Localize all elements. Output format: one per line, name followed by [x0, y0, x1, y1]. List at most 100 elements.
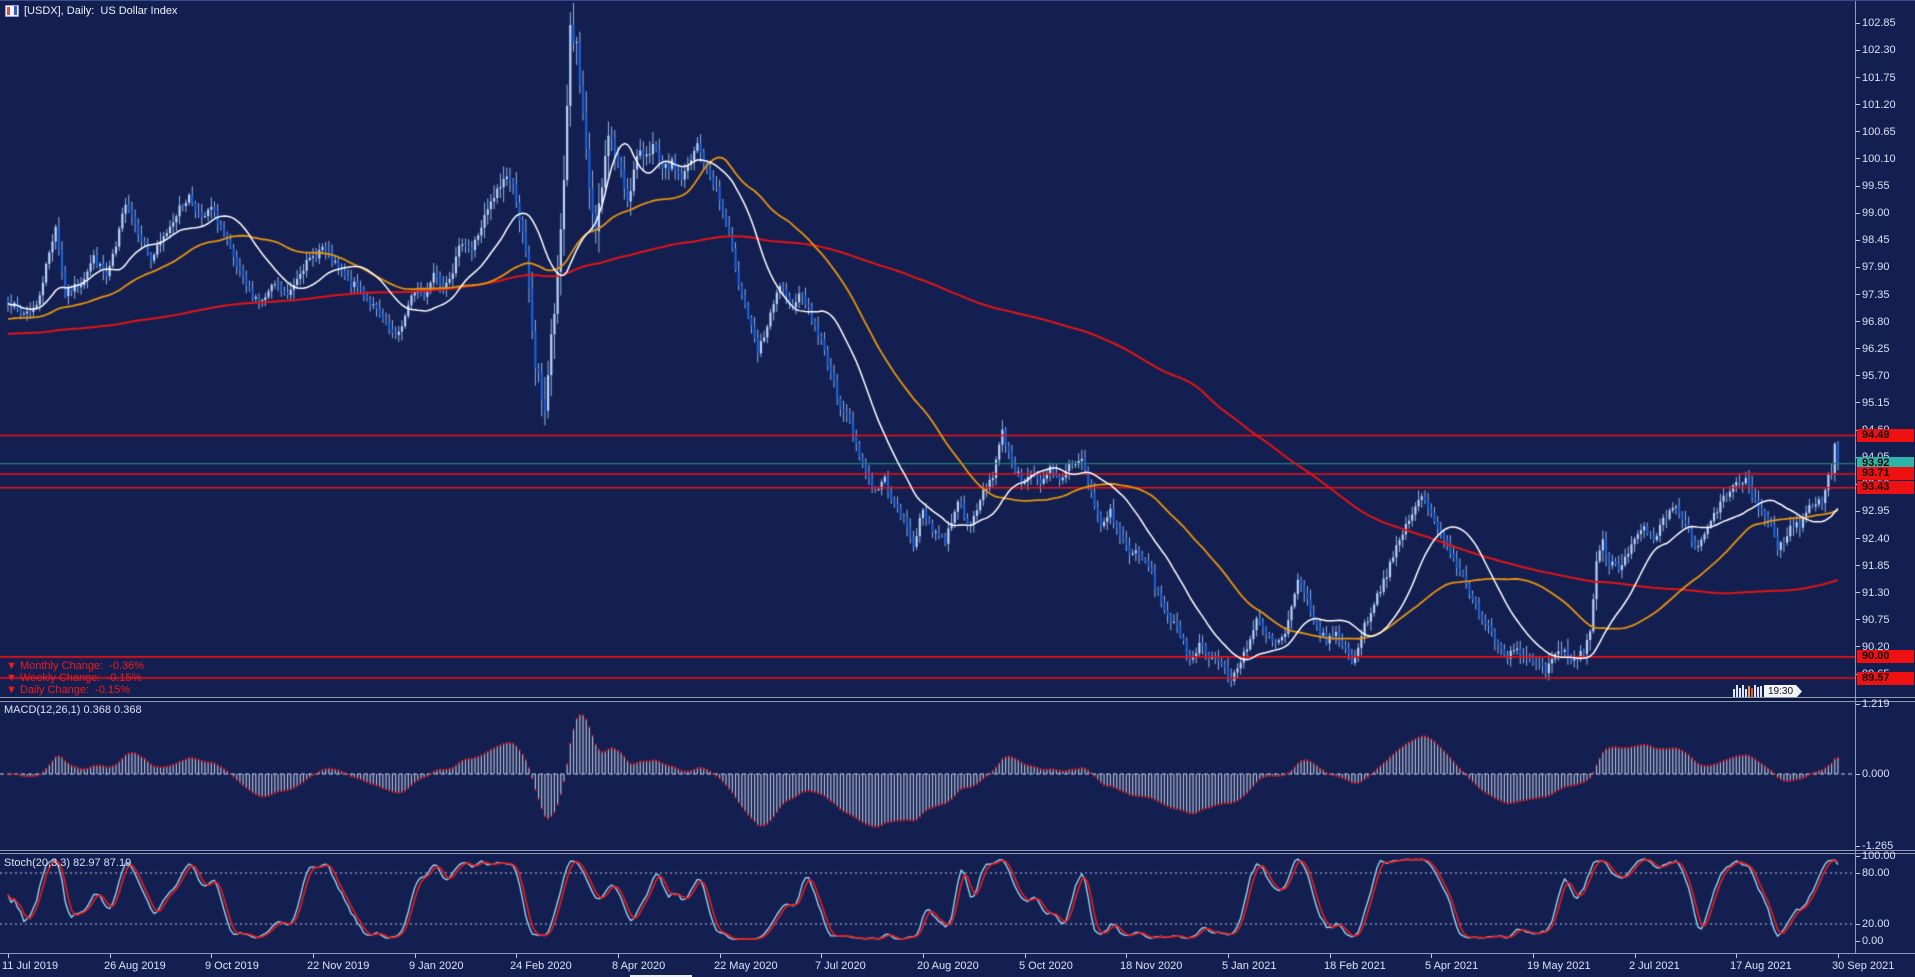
- tick-bar: [1751, 688, 1753, 698]
- date-tick-mark: [1533, 954, 1534, 958]
- tick-mark: [1856, 77, 1860, 79]
- tick-bar: [1760, 686, 1762, 698]
- tick-bar: [1754, 685, 1756, 698]
- date-label: 2 Jul 2021: [1629, 960, 1680, 972]
- axis-tick-label: 98.45: [1856, 234, 1890, 246]
- date-tick-mark: [720, 954, 721, 958]
- tick-bar: [1757, 687, 1759, 698]
- tick-mark: [1856, 375, 1860, 377]
- tick-mark: [1856, 510, 1860, 512]
- tick-mark: [1856, 940, 1860, 942]
- date-tick-mark: [1635, 954, 1636, 958]
- date-label: 9 Oct 2019: [205, 960, 259, 972]
- axis-tick-label: 95.15: [1856, 397, 1890, 409]
- date-label: 7 Jul 2020: [815, 960, 866, 972]
- axis-tick-label: 96.80: [1856, 316, 1890, 328]
- tick-mark: [1856, 592, 1860, 594]
- chart-title: [USDX], Daily: US Dollar Index: [24, 5, 178, 17]
- tick-mark: [1856, 321, 1860, 323]
- tick-mark: [1856, 22, 1860, 24]
- date-tick-mark: [516, 954, 517, 958]
- axis-tick-label: 0.00: [1856, 935, 1883, 947]
- tick-mark: [1856, 131, 1860, 133]
- date-tick-mark: [8, 954, 9, 958]
- tick-mark: [1856, 49, 1860, 51]
- pane-separator-macd-stoch[interactable]: [0, 850, 1915, 854]
- price-chart-canvas[interactable]: [0, 1, 1855, 953]
- date-tick-mark: [1228, 954, 1229, 958]
- axis-tick-label: 102.30: [1856, 44, 1896, 56]
- axis-tick-label: 92.95: [1856, 505, 1890, 517]
- window-bottom-highlight: [630, 975, 692, 977]
- date-label: 11 Jul 2019: [2, 960, 59, 972]
- bar-countdown-widget[interactable]: 19:30: [1733, 685, 1802, 698]
- tick-mark: [1856, 239, 1860, 241]
- axis-tick-label: 100.00: [1856, 850, 1896, 862]
- tick-mark: [1856, 923, 1860, 925]
- tick-mark: [1856, 703, 1860, 705]
- axis-tick-label: 90.75: [1856, 614, 1890, 626]
- tick-mark: [1856, 185, 1860, 187]
- date-tick-mark: [1330, 954, 1331, 958]
- macd-indicator-label: MACD(12,26,1) 0.368 0.368: [4, 704, 142, 716]
- tick-mark: [1856, 773, 1860, 775]
- price-tag: 93.71: [1857, 467, 1914, 480]
- price-axis-border: [1855, 1, 1856, 953]
- date-label: 18 Feb 2021: [1324, 960, 1386, 972]
- tick-bar: [1742, 685, 1744, 698]
- date-label: 5 Apr 2021: [1425, 960, 1479, 972]
- price-tag: 93.43: [1857, 481, 1914, 494]
- date-tick-mark: [1025, 954, 1026, 958]
- date-label: 24 Feb 2020: [510, 960, 572, 972]
- date-tick-mark: [211, 954, 212, 958]
- tick-mark: [1856, 845, 1860, 847]
- axis-tick-label: 101.75: [1856, 72, 1896, 84]
- axis-tick-label: 102.85: [1856, 17, 1896, 29]
- change-label: ▼ Monthly Change: -0.36%: [6, 660, 145, 672]
- tick-mark: [1856, 266, 1860, 268]
- axis-tick-label: 91.30: [1856, 587, 1890, 599]
- price-tag: 89.57: [1857, 672, 1914, 685]
- price-tag: 90.00: [1857, 650, 1914, 663]
- tick-bar: [1745, 689, 1747, 698]
- chart-title-bar: [USDX], Daily: US Dollar Index: [0, 1, 1855, 21]
- axis-tick-label: 100.10: [1856, 153, 1896, 165]
- date-label: 20 Aug 2020: [917, 960, 979, 972]
- axis-tick-label: 101.20: [1856, 99, 1896, 111]
- date-label: 8 Apr 2020: [612, 960, 666, 972]
- tick-mark: [1856, 158, 1860, 160]
- date-label: 9 Jan 2020: [409, 960, 464, 972]
- date-label: 5 Jan 2021: [1222, 960, 1277, 972]
- date-label: 26 Aug 2019: [104, 960, 166, 972]
- axis-tick-label: 0.000: [1856, 768, 1890, 780]
- date-label: 19 May 2021: [1527, 960, 1591, 972]
- tick-bar: [1748, 686, 1750, 698]
- axis-tick-label: 99.00: [1856, 207, 1890, 219]
- axis-tick-label: 1.219: [1856, 698, 1890, 710]
- tick-mark: [1856, 104, 1860, 106]
- axis-tick-label: 20.00: [1856, 918, 1890, 930]
- date-axis[interactable]: 11 Jul 2019 26 Aug 2019 9 Oct 2019 22 Nov 2…: [0, 953, 1915, 977]
- tick-mark: [1856, 294, 1860, 295]
- axis-tick-label: 91.85: [1856, 560, 1890, 572]
- tick-mark: [1856, 565, 1860, 567]
- date-label: 30 Sep 2021: [1832, 960, 1895, 972]
- tick-mark: [1856, 348, 1860, 350]
- pane-separator-main-macd[interactable]: [0, 697, 1915, 702]
- date-tick-mark: [1838, 954, 1839, 958]
- axis-tick-label: 99.55: [1856, 180, 1890, 192]
- date-tick-mark: [110, 954, 111, 958]
- stochastic-indicator-label: Stoch(20,3,3) 82.97 87.19: [4, 857, 132, 869]
- tick-mark: [1856, 646, 1860, 648]
- date-label: 22 Nov 2019: [307, 960, 370, 972]
- axis-tick-label: 96.25: [1856, 343, 1890, 355]
- date-tick-mark: [821, 954, 822, 958]
- tick-mark: [1856, 872, 1860, 874]
- date-tick-mark: [415, 954, 416, 958]
- date-label: 17 Aug 2021: [1730, 960, 1792, 972]
- date-tick-mark: [1431, 954, 1432, 958]
- axis-tick-label: 100.65: [1856, 126, 1896, 138]
- axis-tick-label: 90.20: [1856, 641, 1890, 653]
- date-label: 22 May 2020: [714, 960, 778, 972]
- tick-mark: [1856, 402, 1860, 404]
